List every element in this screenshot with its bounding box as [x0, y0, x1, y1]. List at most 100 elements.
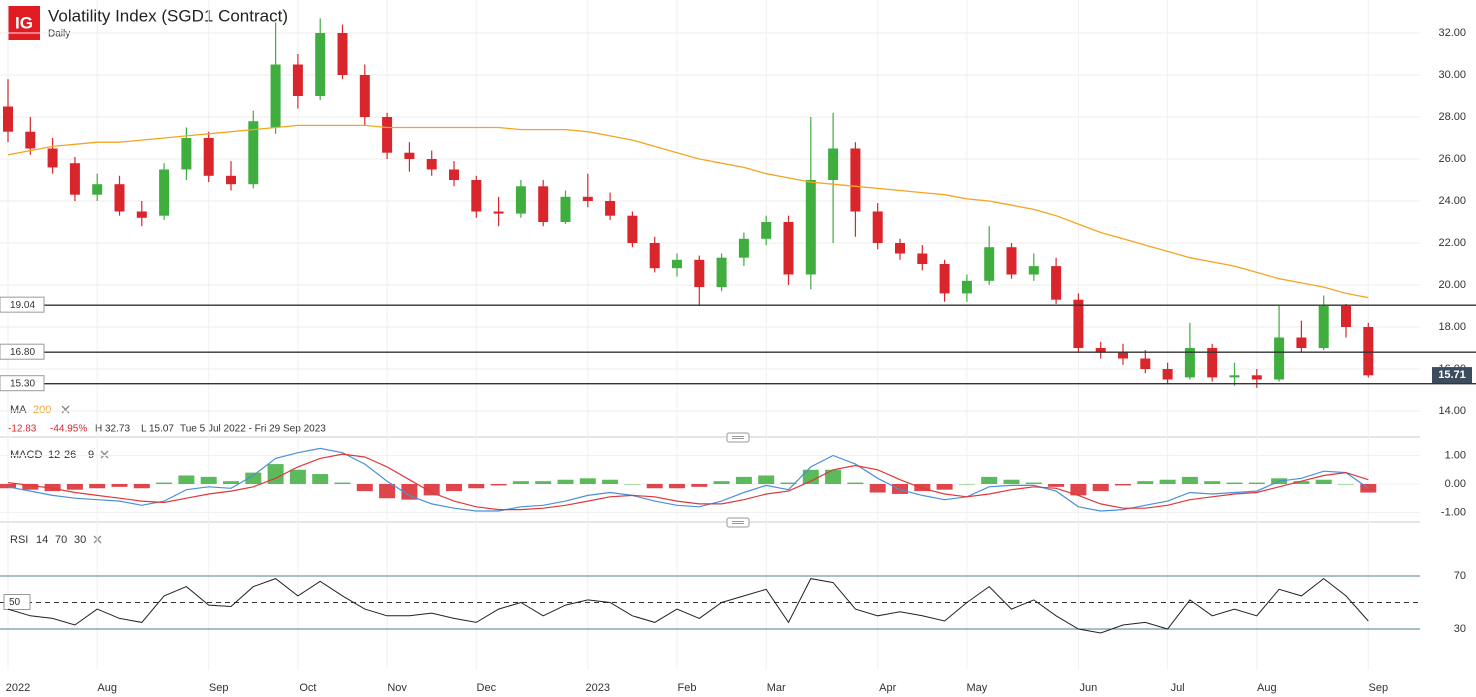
- histogram-bar: [66, 484, 83, 490]
- histogram-bar: [825, 469, 842, 484]
- level-label-box: [0, 375, 45, 392]
- histogram-bar: [758, 475, 775, 484]
- ma-period[interactable]: 200: [33, 404, 51, 416]
- candle-body: [961, 280, 972, 294]
- histogram-bar: [245, 472, 262, 484]
- candle-body: [181, 138, 192, 170]
- candle-body: [449, 169, 459, 180]
- logo: [8, 6, 40, 40]
- histogram-bar: [223, 481, 239, 484]
- candle-body: [895, 243, 905, 254]
- histogram-bar: [691, 484, 708, 487]
- y-tick-label: 26.00: [1438, 153, 1466, 165]
- candle-body: [582, 196, 593, 201]
- histogram-bar: [892, 484, 908, 494]
- resize-grip[interactable]: [726, 432, 750, 443]
- candle-body: [426, 159, 437, 170]
- histogram-bar: [1003, 479, 1020, 484]
- candle-body: [872, 211, 883, 243]
- histogram-bar: [557, 479, 574, 484]
- histogram-bar: [780, 482, 797, 484]
- signal-line: [7, 453, 1369, 511]
- histogram-bar: [602, 479, 619, 484]
- x-tick-label: Nov: [387, 682, 407, 694]
- macd-param[interactable]: 9: [88, 449, 94, 461]
- chart-subtitle: Daily: [48, 29, 70, 40]
- rsi-name[interactable]: RSI: [10, 534, 28, 546]
- histogram-bar: [936, 484, 953, 490]
- histogram-bar: [133, 484, 150, 489]
- histogram-bar: [178, 475, 195, 484]
- candle-body: [672, 259, 682, 269]
- macd-line: [7, 447, 1369, 512]
- candle-body: [315, 33, 326, 96]
- candle-body: [560, 196, 571, 222]
- candle-body: [538, 186, 549, 222]
- candle-body: [359, 75, 370, 117]
- x-tick-label: 2023: [586, 682, 610, 694]
- rsi-param[interactable]: 14: [36, 534, 48, 546]
- rsi-param[interactable]: 70: [55, 534, 67, 546]
- y-tick-label: 1.00: [1445, 449, 1466, 461]
- candle-body: [627, 215, 638, 243]
- candle-body: [3, 106, 13, 132]
- resize-grip[interactable]: [726, 517, 750, 528]
- candle-body: [1073, 299, 1084, 348]
- close-icon[interactable]: [61, 405, 70, 414]
- histogram-bar: [1115, 484, 1131, 486]
- macd-param[interactable]: 12: [48, 449, 60, 461]
- candle-body: [226, 175, 236, 185]
- histogram-bar: [1092, 484, 1109, 492]
- close-icon[interactable]: [100, 450, 109, 459]
- y-tick-label: 32.00: [1438, 27, 1466, 39]
- histogram-bar: [1137, 481, 1154, 484]
- histogram-bar: [1159, 479, 1176, 484]
- candle-body: [1162, 369, 1173, 380]
- x-tick-label: Sep: [209, 682, 229, 694]
- candle-body: [716, 257, 727, 288]
- candle-body: [493, 211, 504, 214]
- y-tick-label: 20.00: [1438, 279, 1466, 291]
- candle-body: [515, 186, 526, 214]
- x-tick-label: Dec: [477, 682, 497, 694]
- histogram-bar: [624, 484, 641, 485]
- candle-body: [25, 131, 36, 149]
- histogram-bar: [1315, 479, 1332, 484]
- histogram-bar: [512, 481, 529, 484]
- x-tick-label: Jun: [1080, 682, 1098, 694]
- histogram-bar: [1025, 482, 1042, 484]
- x-tick-label: Sep: [1369, 682, 1389, 694]
- level-label: 19.04: [10, 300, 35, 311]
- histogram-bar: [200, 476, 217, 484]
- histogram-bar: [713, 481, 730, 484]
- y-tick-label: 18.00: [1438, 321, 1466, 333]
- candle-body: [159, 169, 170, 216]
- x-tick-label: Oct: [299, 682, 316, 694]
- histogram-bar: [914, 484, 931, 492]
- histogram-bar: [1226, 482, 1243, 484]
- macd-name[interactable]: MACD: [10, 449, 42, 461]
- midline-label-box: [3, 594, 31, 610]
- histogram-bar: [267, 464, 284, 484]
- candle-body: [605, 201, 616, 216]
- high: H 32.73: [95, 424, 130, 435]
- candle-body: [1051, 266, 1062, 300]
- histogram-bar: [669, 484, 685, 489]
- histogram-bar: [735, 476, 752, 484]
- change: -12.83: [8, 424, 37, 435]
- level-label: 16.80: [10, 347, 35, 358]
- histogram-bar: [646, 484, 663, 489]
- x-tick-label: Aug: [97, 682, 117, 694]
- macd-param[interactable]: 26: [64, 449, 76, 461]
- histogram-bar: [334, 482, 351, 484]
- candle-body: [761, 222, 772, 239]
- histogram-bar: [579, 478, 596, 484]
- rsi-param[interactable]: 30: [74, 534, 86, 546]
- candle-body: [1095, 348, 1106, 353]
- histogram-bar: [1204, 481, 1221, 484]
- logo-text: IG: [15, 13, 33, 32]
- candle-body: [382, 117, 393, 153]
- ma-name[interactable]: MA: [10, 404, 27, 416]
